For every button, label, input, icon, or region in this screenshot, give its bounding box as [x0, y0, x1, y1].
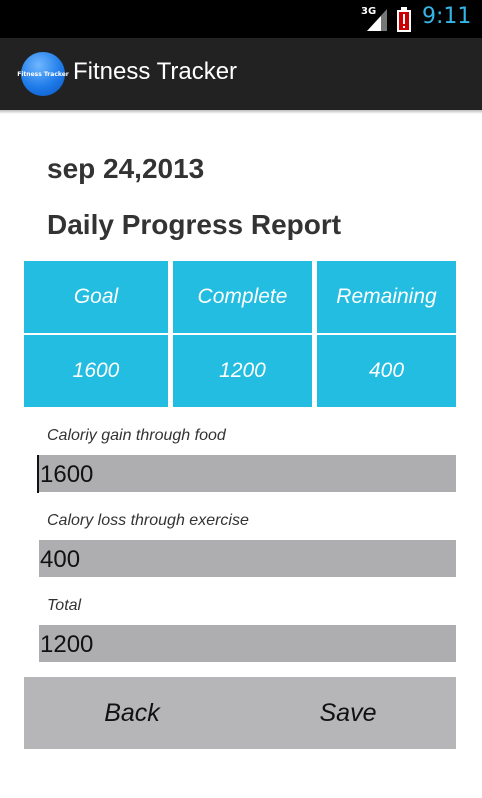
button-bar: Back Save [24, 677, 456, 749]
clock: 9:11 [422, 4, 472, 29]
goal-value: 1600 [24, 335, 168, 407]
battery-alert-icon [397, 7, 411, 32]
calorie-gain-input[interactable] [39, 455, 456, 492]
action-bar: Fitness Tracker Fitness Tracker [0, 38, 482, 110]
app-logo-text: Fitness Tracker [17, 70, 69, 78]
remaining-value: 400 [317, 335, 456, 407]
text-cursor [37, 455, 39, 493]
status-bar: 3G 9:11 [0, 0, 482, 38]
total-input[interactable] [39, 625, 456, 662]
save-button[interactable]: Save [240, 677, 456, 749]
back-button[interactable]: Back [24, 677, 240, 749]
signal-bars-icon [367, 9, 387, 31]
remaining-header: Remaining [317, 261, 456, 333]
calorie-loss-input[interactable] [39, 540, 456, 577]
total-label: Total [47, 597, 82, 614]
action-bar-shadow [0, 110, 482, 114]
summary-grid: Goal Complete Remaining 1600 1200 400 [24, 261, 456, 407]
complete-header: Complete [173, 261, 312, 333]
report-date: sep 24,2013 [47, 153, 205, 184]
complete-value: 1200 [173, 335, 312, 407]
report-title: Daily Progress Report [47, 209, 342, 240]
calorie-loss-label: Calory loss through exercise [47, 512, 249, 529]
calorie-gain-label: Caloriy gain through food [47, 427, 226, 444]
network-type: 3G [361, 6, 377, 17]
app-title: Fitness Tracker [73, 58, 238, 85]
goal-header: Goal [24, 261, 168, 333]
app-logo-icon[interactable]: Fitness Tracker [17, 52, 69, 96]
